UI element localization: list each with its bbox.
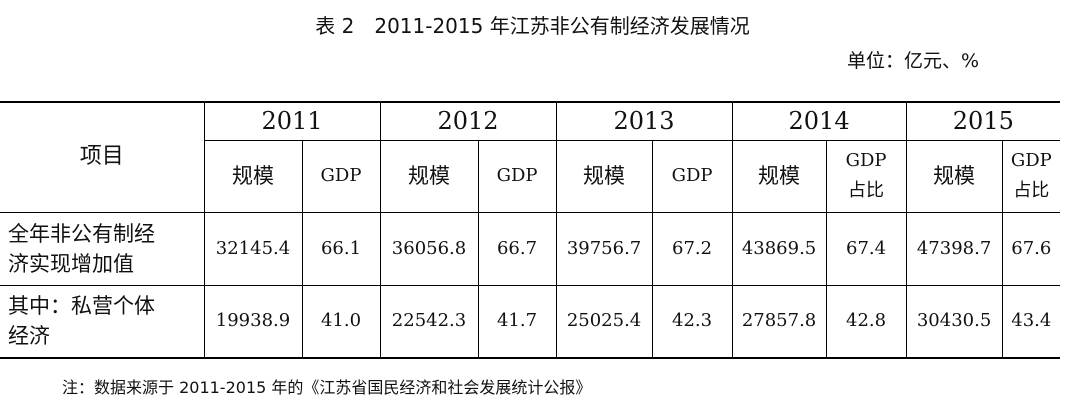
table-row: 全年非公有制经 济实现增加值 32145.4 66.1 36056.8 66.7…: [0, 211, 1061, 286]
table-cell: 36056.8: [379, 211, 479, 286]
table-cell: 43869.5: [731, 211, 827, 286]
table-cell: 42.3: [651, 284, 733, 359]
table-title: 表 2 2011-2015 年江苏非公有制经济发展情况: [315, 14, 750, 38]
table-cell: 41.7: [477, 284, 557, 359]
item-header: 项目: [0, 101, 205, 213]
subheader-scale: 规模: [905, 139, 1003, 213]
table-cell: 43.4: [1001, 284, 1061, 359]
table-cell: 27857.8: [731, 284, 827, 359]
year-header: 2014: [731, 101, 907, 141]
source-note: 注：数据来源于 2011-2015 年的《江苏省国民经济和社会发展统计公报》: [62, 378, 592, 397]
table-cell: 66.1: [301, 211, 381, 286]
subheader-scale: 规模: [555, 139, 653, 213]
subheader-gdp-share: GDP 占比: [825, 139, 907, 213]
subheader-scale: 规模: [203, 139, 303, 213]
subheader-gdp: GDP: [651, 139, 733, 213]
table-cell: 32145.4: [203, 211, 303, 286]
subheader-scale: 规模: [379, 139, 479, 213]
table-cell: 67.2: [651, 211, 733, 286]
table-cell: 39756.7: [555, 211, 653, 286]
table-cell: 25025.4: [555, 284, 653, 359]
table-cell: 42.8: [825, 284, 907, 359]
table-row: 其中：私营个体 经济 19938.9 41.0 22542.3 41.7 250…: [0, 284, 1061, 359]
year-header: 2015: [905, 101, 1061, 141]
table-cell: 22542.3: [379, 284, 479, 359]
table-cell: 41.0: [301, 284, 381, 359]
table-cell: 30430.5: [905, 284, 1003, 359]
subheader-gdp-share: GDP 占比: [1001, 139, 1061, 213]
table-cell: 47398.7: [905, 211, 1003, 286]
data-table: 项目 2011 2012 2013 2014 2015 规模 GDP 规模 GD…: [0, 101, 1061, 359]
row-label: 其中：私营个体 经济: [0, 284, 205, 359]
table-cell: 66.7: [477, 211, 557, 286]
table-cell: 19938.9: [203, 284, 303, 359]
subheader-gdp: GDP: [477, 139, 557, 213]
table-cell: 67.4: [825, 211, 907, 286]
year-header: 2013: [555, 101, 733, 141]
subheader-scale: 规模: [731, 139, 827, 213]
unit-label: 单位：亿元、%: [846, 50, 979, 72]
year-header: 2012: [379, 101, 557, 141]
year-header: 2011: [203, 101, 381, 141]
subheader-gdp: GDP: [301, 139, 381, 213]
row-label: 全年非公有制经 济实现增加值: [0, 211, 205, 286]
table-cell: 67.6: [1001, 211, 1061, 286]
